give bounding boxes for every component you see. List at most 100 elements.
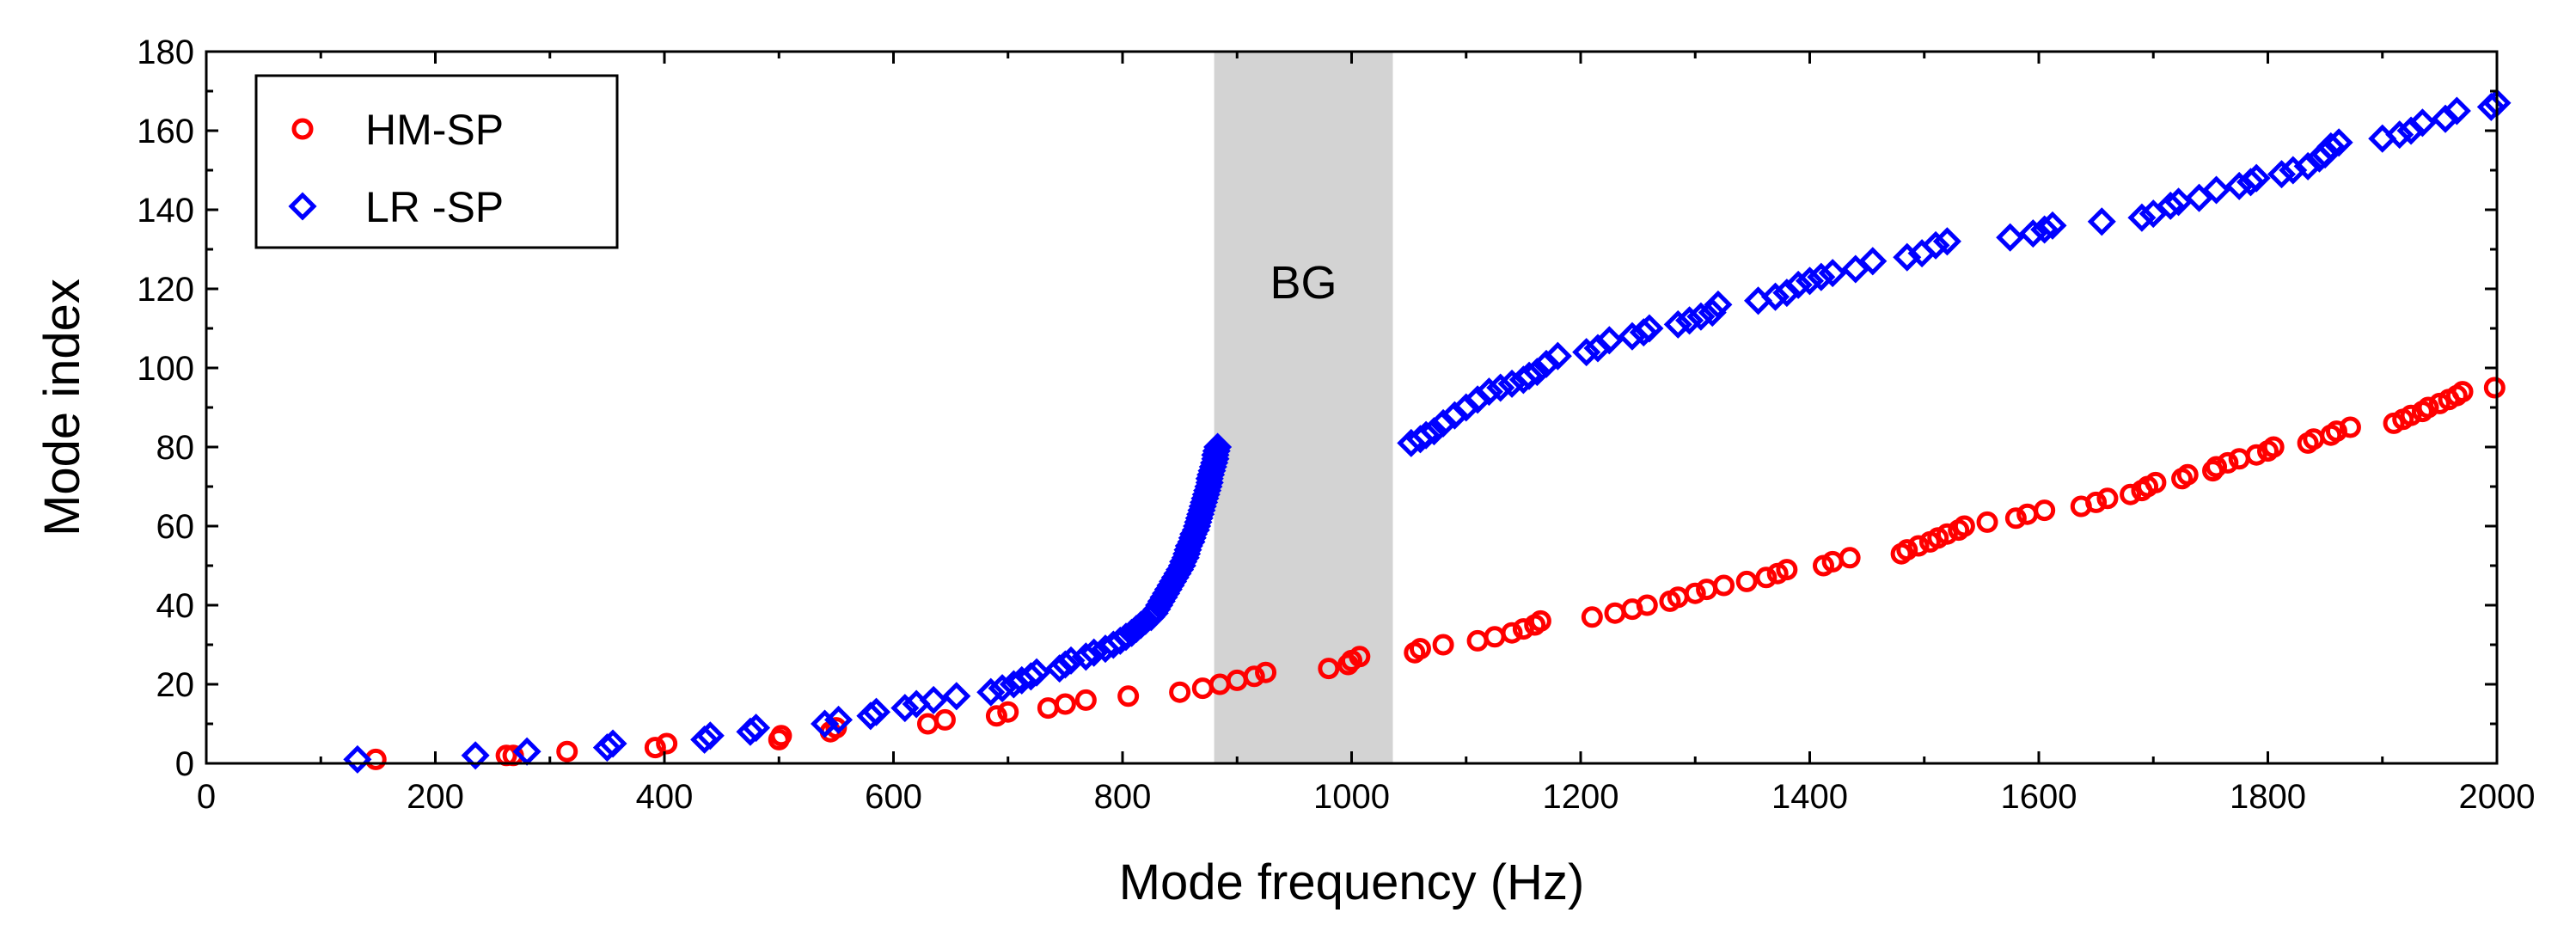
x-tick-label: 2000 bbox=[2459, 778, 2536, 816]
data-point-lr-sp bbox=[1635, 314, 1664, 343]
data-point-lr-sp bbox=[988, 674, 1017, 703]
data-point-hm-sp bbox=[1684, 582, 1706, 604]
data-point-lr-sp bbox=[1784, 270, 1813, 299]
data-point-hm-sp bbox=[1907, 535, 1930, 557]
data-point-lr-sp bbox=[1818, 259, 1847, 288]
data-point-hm-sp bbox=[2483, 377, 2506, 399]
x-tick-label: 1600 bbox=[2001, 778, 2077, 816]
data-point-lr-sp bbox=[2202, 175, 2231, 205]
data-point-lr-sp bbox=[1543, 341, 1572, 371]
data-point-lr-sp bbox=[2267, 160, 2297, 189]
data-point-lr-sp bbox=[2442, 96, 2471, 126]
data-point-lr-sp bbox=[1522, 358, 1551, 387]
data-point-lr-sp bbox=[1686, 302, 1716, 331]
data-point-hm-sp bbox=[1636, 594, 1658, 616]
x-tick-label: 400 bbox=[636, 778, 694, 816]
data-point-hm-sp bbox=[2176, 463, 2199, 486]
data-point-lr-sp bbox=[695, 721, 725, 750]
data-point-lr-sp bbox=[1411, 420, 1441, 450]
x-tick-label: 600 bbox=[865, 778, 922, 816]
y-tick-label: 0 bbox=[175, 745, 194, 783]
data-point-lr-sp bbox=[942, 682, 971, 711]
data-point-lr-sp bbox=[461, 741, 490, 770]
data-point-lr-sp bbox=[2279, 156, 2308, 185]
data-point-hm-sp bbox=[997, 701, 1019, 723]
data-point-hm-sp bbox=[644, 737, 666, 759]
legend: HM-SP LR -SP bbox=[254, 74, 619, 249]
data-point-lr-sp bbox=[1594, 326, 1624, 355]
data-point-lr-sp bbox=[1419, 417, 1448, 446]
data-point-lr-sp bbox=[343, 744, 372, 774]
y-tick-label: 60 bbox=[156, 508, 195, 546]
data-point-lr-sp bbox=[2038, 211, 2067, 240]
data-point-hm-sp bbox=[1169, 681, 1191, 703]
data-point-lr-sp bbox=[1760, 282, 1790, 311]
data-point-hm-sp bbox=[2034, 499, 2056, 522]
y-tick-label: 40 bbox=[156, 587, 195, 625]
data-point-lr-sp bbox=[2127, 203, 2157, 232]
data-point-lr-sp bbox=[1056, 646, 1086, 675]
y-axis-title: Mode index bbox=[34, 279, 90, 536]
band-gap-label: BG bbox=[1270, 257, 1337, 309]
data-point-hm-sp bbox=[1255, 661, 1277, 683]
data-point-hm-sp bbox=[2120, 483, 2142, 505]
data-point-hm-sp bbox=[1755, 567, 1778, 589]
data-point-lr-sp bbox=[919, 685, 948, 714]
x-axis-title: Mode frequency (Hz) bbox=[1119, 854, 1585, 910]
legend-marker-hm-sp bbox=[291, 118, 314, 140]
y-tick-label: 100 bbox=[137, 350, 194, 388]
data-point-lr-sp bbox=[1704, 290, 1733, 319]
series-hm-sp bbox=[364, 377, 2506, 770]
data-point-hm-sp bbox=[2339, 416, 2361, 438]
band-gap-region bbox=[1214, 52, 1393, 763]
data-point-lr-sp bbox=[1921, 230, 1950, 260]
data-point-hm-sp bbox=[1243, 665, 1265, 688]
data-point-lr-sp bbox=[1071, 642, 1100, 671]
legend-marker-lr-sp bbox=[288, 192, 317, 221]
data-point-hm-sp bbox=[1713, 574, 1735, 597]
data-point-lr-sp bbox=[1203, 432, 1233, 462]
data-point-hm-sp bbox=[1117, 685, 1140, 707]
data-point-lr-sp bbox=[1675, 306, 1704, 335]
x-tick-label: 0 bbox=[197, 778, 216, 816]
data-point-lr-sp bbox=[861, 697, 891, 726]
data-point-hm-sp bbox=[2145, 471, 2167, 493]
data-point-lr-sp bbox=[598, 729, 627, 758]
data-point-lr-sp bbox=[2316, 132, 2346, 161]
ticks-group: 0 200 400 600 800 1000 1200 1400 1600 1800 2000 0 20… bbox=[137, 34, 2535, 816]
data-point-lr-sp bbox=[890, 694, 920, 723]
data-point-lr-sp bbox=[2408, 108, 2437, 138]
data-point-lr-sp bbox=[2018, 219, 2047, 248]
y-tick-label: 160 bbox=[137, 113, 194, 150]
y-tick-label: 120 bbox=[137, 271, 194, 309]
data-point-hm-sp bbox=[2245, 444, 2267, 466]
legend-label-lr-sp: LR -SP bbox=[365, 183, 504, 231]
data-point-lr-sp bbox=[2030, 215, 2059, 244]
x-tick-label: 1400 bbox=[1771, 778, 1848, 816]
y-tick-label: 20 bbox=[156, 666, 195, 704]
data-point-lr-sp bbox=[1080, 638, 1109, 667]
data-point-lr-sp bbox=[1514, 361, 1544, 390]
data-point-hm-sp bbox=[1581, 606, 1603, 628]
data-point-lr-sp bbox=[2324, 128, 2353, 157]
data-point-hm-sp bbox=[770, 725, 792, 747]
data-point-hm-sp bbox=[933, 708, 956, 731]
data-point-lr-sp bbox=[2087, 207, 2116, 236]
series-group bbox=[343, 89, 2512, 774]
data-point-hm-sp bbox=[2206, 456, 2228, 478]
data-point-hm-sp bbox=[2400, 404, 2422, 426]
data-point-hm-sp bbox=[1074, 689, 1097, 711]
data-point-hm-sp bbox=[1318, 658, 1340, 680]
data-point-hm-sp bbox=[2417, 396, 2439, 419]
data-point-lr-sp bbox=[976, 677, 1006, 707]
data-point-lr-sp bbox=[2242, 163, 2271, 193]
data-point-lr-sp bbox=[1698, 298, 1727, 328]
data-point-lr-sp bbox=[1486, 373, 1515, 402]
data-point-hm-sp bbox=[1976, 511, 1998, 533]
data-point-lr-sp bbox=[1663, 309, 1692, 339]
data-point-hm-sp bbox=[1776, 559, 1798, 581]
data-point-hm-sp bbox=[556, 740, 578, 763]
data-point-lr-sp bbox=[2156, 191, 2185, 220]
data-point-lr-sp bbox=[1996, 223, 2025, 252]
data-point-lr-sp bbox=[1932, 227, 1961, 256]
